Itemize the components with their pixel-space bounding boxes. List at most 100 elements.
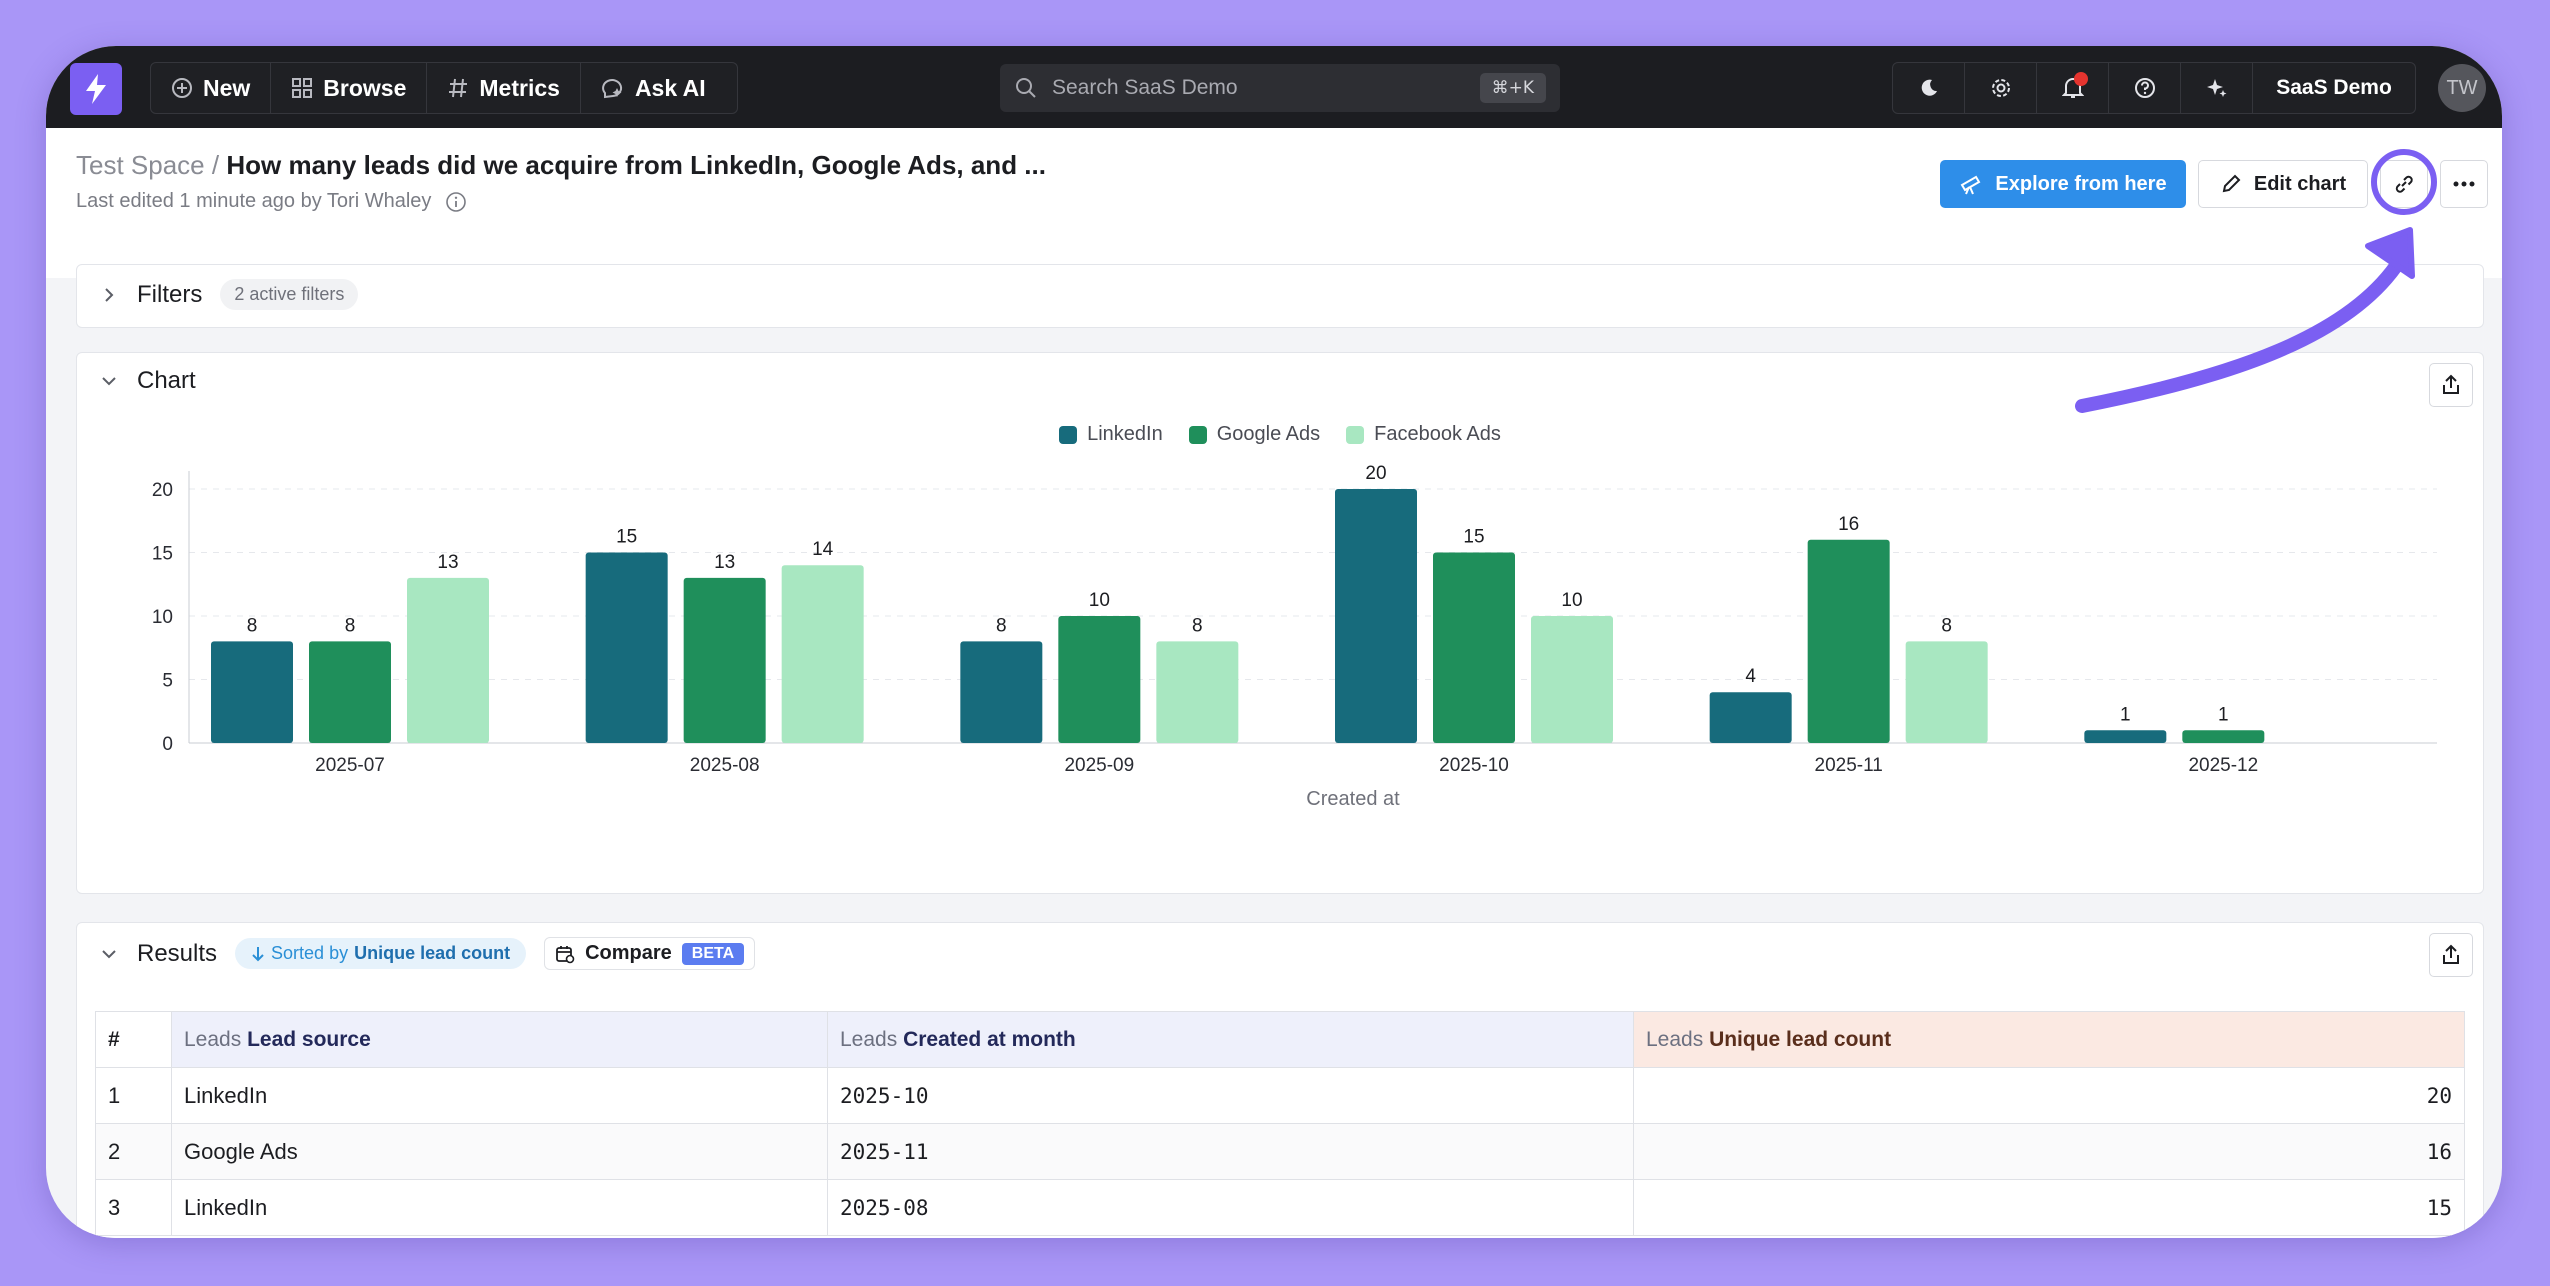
legend-item-facebook-ads[interactable]: Facebook Ads [1346, 423, 1501, 446]
telescope-icon [1961, 175, 1981, 195]
filters-header[interactable]: Filters 2 active filters [99, 279, 359, 310]
edit-chart-button[interactable]: Edit chart [2198, 160, 2368, 208]
nav-browse-label: Browse [323, 74, 407, 101]
plus-circle-icon [171, 77, 193, 99]
column-header-created-month[interactable]: Leads Created at month [827, 1011, 1634, 1068]
ai-sparkle-button[interactable] [2181, 63, 2253, 113]
compare-label: Compare [585, 942, 672, 964]
nav-new-button[interactable]: New [151, 63, 272, 113]
pencil-icon [2222, 174, 2241, 193]
column-header-lead-source[interactable]: Leads Lead source [171, 1011, 828, 1068]
filters-title: Filters [137, 280, 203, 308]
bar-facebook-ads [1156, 641, 1239, 743]
chart-header[interactable]: Chart [99, 367, 196, 395]
column-header-index[interactable]: # [95, 1011, 172, 1068]
top-bar: New Browse Metrics Ask AI [46, 46, 2502, 128]
theme-toggle-button[interactable] [1893, 63, 1965, 113]
more-options-button[interactable] [2440, 160, 2488, 208]
grid-icon [291, 77, 313, 99]
top-right-toolbar: SaaS Demo [1892, 62, 2416, 114]
explore-from-here-button[interactable]: Explore from here [1940, 160, 2186, 208]
ai-chat-icon [601, 77, 625, 99]
legend-label: Google Ads [1216, 423, 1321, 445]
bar-google-ads [1807, 539, 1890, 743]
filters-panel: Filters 2 active filters [76, 264, 2484, 328]
search-placeholder: Search SaaS Demo [1052, 76, 1238, 99]
data-label: 8 [996, 615, 1007, 636]
table-row[interactable]: 3 LinkedIn 2025-08 15 [95, 1179, 2465, 1236]
page-title[interactable]: How many leads did we acquire from Linke… [226, 150, 1046, 180]
legend-swatch [1346, 425, 1365, 444]
bar-linkedin [211, 641, 293, 743]
last-edited-line: Last edited 1 minute ago by Tori Whaley [76, 190, 467, 213]
sort-indicator[interactable]: Sorted by Unique lead count [235, 938, 527, 969]
data-label: 8 [1192, 615, 1203, 636]
bar-facebook-ads [1905, 641, 1988, 743]
cell-lead-source: LinkedIn [171, 1179, 828, 1236]
nav-ask-ai-button[interactable]: Ask AI [581, 63, 726, 113]
column-header-prefix: Leads [184, 1027, 242, 1051]
y-tick-label: 5 [162, 671, 173, 692]
bar-google-ads [2182, 730, 2265, 743]
bar-facebook-ads [1531, 616, 1613, 743]
data-label: 20 [1365, 463, 1386, 484]
explore-label: Explore from here [1995, 172, 2167, 195]
column-header-prefix: Leads [1646, 1027, 1704, 1051]
nav-metrics-label: Metrics [479, 74, 560, 101]
search-input[interactable]: Search SaaS Demo ⌘+K [1000, 64, 1560, 112]
table-row[interactable]: 1 LinkedIn 2025-10 20 [95, 1067, 2465, 1124]
column-header-label: # [108, 1027, 120, 1051]
bar-facebook-ads [781, 565, 864, 743]
info-icon[interactable] [445, 191, 467, 213]
x-tick-label: 2025-09 [1064, 755, 1134, 776]
row-index: 3 [95, 1179, 172, 1236]
app-window: New Browse Metrics Ask AI [46, 46, 2502, 1238]
column-header-prefix: Leads [840, 1027, 898, 1051]
workspace-switcher[interactable]: SaaS Demo [2276, 76, 2392, 99]
compare-button[interactable]: Compare BETA [544, 937, 756, 970]
cell-lead-count: 16 [1633, 1123, 2465, 1180]
lightning-icon [86, 74, 106, 104]
data-label: 1 [2218, 704, 2229, 725]
avatar[interactable]: TW [2438, 64, 2486, 112]
bar-linkedin [960, 641, 1043, 743]
column-header-label: Lead source [247, 1027, 371, 1051]
data-label: 8 [1941, 615, 1952, 636]
settings-button[interactable] [1965, 63, 2037, 113]
notifications-button[interactable] [2037, 63, 2109, 113]
data-label: 16 [1838, 514, 1859, 535]
column-header-unique-lead-count[interactable]: Leads Unique lead count [1633, 1011, 2465, 1068]
cell-created-month: 2025-11 [827, 1123, 1634, 1180]
table-row[interactable]: 2 Google Ads 2025-11 16 [95, 1123, 2465, 1180]
results-header: Results Sorted by Unique lead count Comp… [99, 937, 756, 970]
copy-link-button[interactable] [2380, 160, 2428, 208]
legend-item-linkedin[interactable]: LinkedIn [1059, 423, 1163, 446]
data-label: 10 [1561, 590, 1582, 611]
sparkle-icon [2206, 79, 2226, 97]
bar-google-ads [683, 577, 766, 743]
nav-ask-ai-label: Ask AI [634, 74, 706, 101]
data-label: 4 [1745, 666, 1756, 687]
data-label: 1 [2120, 704, 2131, 725]
breadcrumb-space-link[interactable]: Test Space [76, 150, 205, 180]
breadcrumb-separator: / [211, 150, 220, 180]
chart-share-button[interactable] [2429, 363, 2473, 407]
help-button[interactable] [2109, 63, 2181, 113]
cell-lead-count: 20 [1633, 1067, 2465, 1124]
data-label: 13 [714, 552, 735, 573]
legend-item-google-ads[interactable]: Google Ads [1188, 423, 1321, 446]
nav-browse-button[interactable]: Browse [271, 63, 428, 113]
data-label: 14 [812, 539, 834, 560]
gear-icon [1991, 79, 2010, 97]
results-share-button[interactable] [2429, 933, 2473, 977]
app-logo[interactable] [70, 63, 122, 115]
bar-google-ads [309, 641, 391, 743]
y-tick-label: 20 [152, 480, 173, 501]
chevron-down-icon[interactable] [99, 944, 119, 964]
column-header-label: Created at month [903, 1027, 1076, 1051]
bar-google-ads [1433, 552, 1515, 743]
moon-icon [1921, 79, 1937, 96]
beta-badge: BETA [681, 942, 745, 965]
nav-metrics-button[interactable]: Metrics [427, 63, 581, 113]
